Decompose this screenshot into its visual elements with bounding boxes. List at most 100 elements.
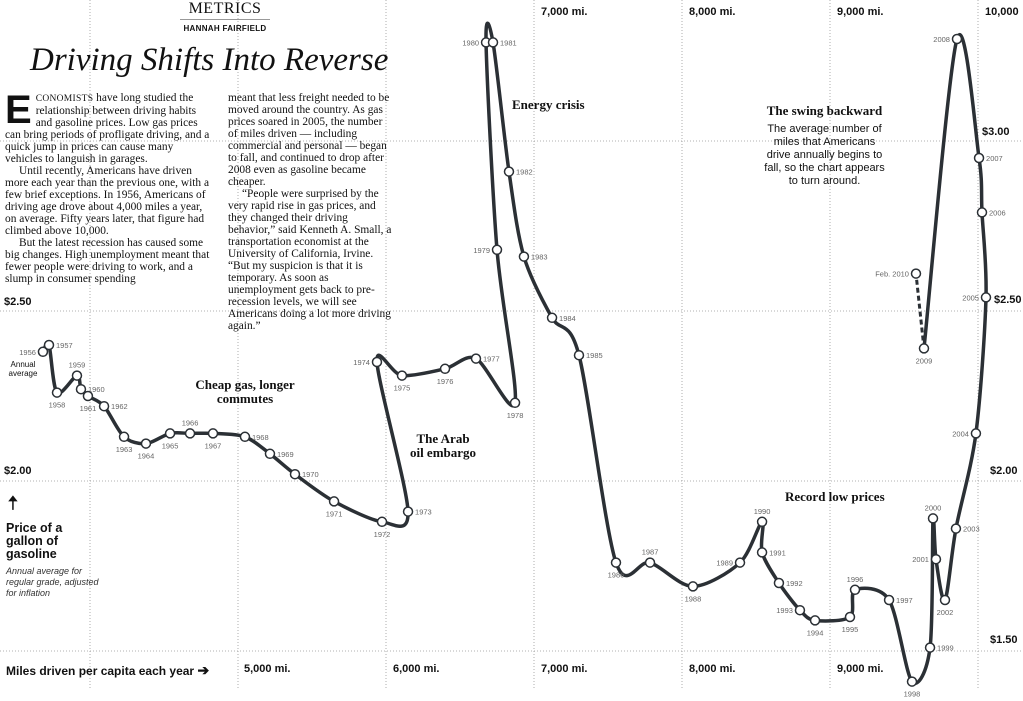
data-label: 1983 [531, 253, 548, 262]
data-label: 1985 [586, 351, 603, 360]
data-point-1956 [37, 346, 49, 358]
data-label: 1998 [904, 690, 921, 699]
data-point-1973 [402, 506, 414, 517]
data-point-1963 [118, 431, 130, 443]
paragraph-1: have long studied the relationship betwe… [5, 92, 210, 165]
data-point-1999 [924, 642, 936, 653]
y-tick-3-00: $3.00 [982, 126, 1010, 138]
data-label: 1987 [642, 548, 659, 557]
data-point-1977 [470, 353, 482, 364]
data-point-2006 [976, 207, 988, 218]
data-point-1961 [82, 390, 94, 402]
y-tick-2-00: $2.00 [4, 465, 32, 477]
data-label: 1982 [516, 168, 533, 177]
data-label: 1981 [500, 38, 517, 47]
data-label: 2009 [916, 356, 933, 365]
data-point-1976 [439, 363, 451, 375]
data-point-1957 [43, 339, 55, 351]
data-point-1975 [396, 370, 408, 381]
data-label: 1967 [205, 441, 222, 450]
x-tick-6000: 6,000 mi. [393, 663, 440, 675]
y-tick-2-00-right: $2.00 [990, 465, 1018, 477]
data-label: 1994 [807, 628, 824, 637]
data-label: 2006 [989, 208, 1006, 217]
data-point-1988 [687, 581, 699, 592]
data-point-1987 [644, 557, 656, 568]
annotation-energy-crisis: Energy crisis [512, 97, 585, 112]
data-label: 1991 [769, 548, 786, 557]
x-tick-top-8000: 8,000 mi. [689, 6, 736, 18]
data-point-1971 [328, 496, 340, 507]
data-label: 2007 [986, 154, 1003, 163]
right-arrow-icon: ➔ [197, 662, 210, 678]
data-label: 1971 [326, 509, 343, 518]
data-label: 1974 [353, 358, 370, 367]
data-label: 1978 [507, 411, 524, 420]
data-point-1994 [809, 615, 821, 626]
data-label: 1964 [138, 452, 155, 461]
x-tick-7000: 7,000 mi. [541, 663, 588, 675]
data-point-2007 [973, 152, 985, 164]
data-label: 1996 [847, 575, 864, 584]
y-axis-note: Annual average for regular grade, adjust… [6, 566, 99, 598]
data-label: 1993 [776, 606, 793, 615]
byline: HANNAH FAIRFIELD [183, 24, 267, 33]
annotation-swing-title: The swing backward [766, 103, 883, 118]
data-point-1970 [289, 468, 301, 480]
data-point-1959 [71, 370, 83, 381]
data-label: 1973 [415, 508, 432, 517]
data-label: 1957 [56, 341, 73, 350]
data-point-1984 [546, 312, 558, 324]
section-kicker: METRICS [180, 0, 270, 20]
data-label: 1956 [19, 348, 36, 357]
data-label: Feb. 2010 [875, 270, 909, 279]
data-label: 2001 [912, 555, 929, 564]
data-label: 1968 [252, 433, 269, 442]
data-label: 1977 [483, 355, 500, 364]
article-column-2: meant that less freight needed to be mov… [228, 92, 393, 332]
data-point-1986 [610, 557, 622, 568]
x-tick-top-7000: 7,000 mi. [541, 6, 588, 18]
data-point-1968 [239, 431, 251, 443]
x-tick-top-9000: 9,000 mi. [837, 6, 884, 18]
data-label: 1984 [559, 314, 576, 323]
data-point-1979 [491, 244, 503, 256]
data-point-1983 [518, 251, 530, 262]
x-tick-9000: 9,000 mi. [837, 663, 884, 675]
annotation-swing-text: The average number of miles that America… [764, 123, 885, 187]
data-label: 1980 [462, 38, 479, 47]
provisional-dashed-line [914, 273, 926, 349]
data-point-1996 [849, 584, 861, 596]
data-point-1992 [773, 577, 785, 589]
data-points: 1956 1957 1958 1959 1960 1961 1962 1963 1964 1965… [19, 33, 1006, 699]
data-point-feb--2010 [910, 268, 922, 279]
y-tick-2-50: $2.50 [4, 296, 32, 308]
data-label: 1999 [937, 644, 954, 653]
lead-smallcaps: CONOMISTS [35, 94, 94, 104]
data-point-1966 [184, 428, 196, 439]
data-label: 1965 [162, 441, 179, 450]
article-column-1: E CONOMISTS have long studied the relatio… [5, 90, 212, 285]
x-axis-title: Miles driven per capita each year ➔ [6, 662, 209, 679]
data-label: 1992 [786, 579, 803, 588]
data-point-1967 [207, 428, 219, 439]
data-point-1997 [883, 594, 895, 606]
up-arrow-icon: 🠡 [8, 493, 18, 513]
data-point-2001 [930, 553, 942, 565]
data-label: 1959 [69, 361, 86, 370]
data-point-1995 [844, 611, 856, 623]
data-point-1981 [487, 37, 499, 48]
data-label: 1979 [473, 246, 490, 255]
data-label: 1995 [842, 625, 859, 634]
data-label: 1958 [49, 401, 66, 410]
data-point-1965 [164, 428, 176, 439]
data-label: 2008 [933, 35, 950, 44]
annotation-cheap-gas: Cheap gas, longer commutes [195, 377, 295, 406]
data-label: 1989 [716, 559, 733, 568]
data-label: 1963 [116, 445, 133, 454]
x-tick-8000: 8,000 mi. [689, 663, 736, 675]
paragraph-5: “People were surprised by the very rapid… [228, 188, 392, 332]
data-label: 1997 [896, 596, 913, 605]
data-label: 1975 [394, 384, 411, 393]
